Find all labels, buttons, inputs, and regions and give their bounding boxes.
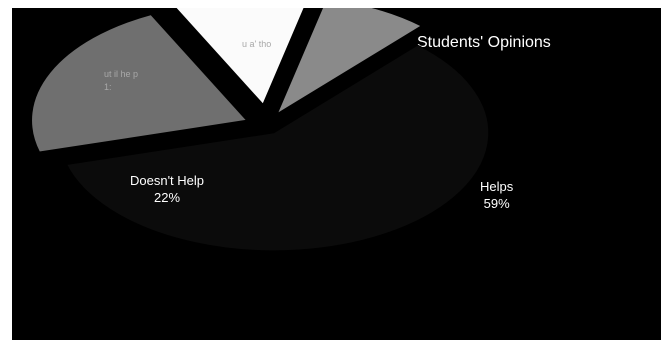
pie-chart [31, 8, 490, 252]
slice-label-doesnt-help-percent: 22% [154, 190, 181, 205]
slice-label-helps-name: Helps [480, 179, 514, 194]
slice-label-faded-top-line: u a' tho [242, 39, 272, 49]
slice-label-faded-left: ut il he p 1: [104, 68, 138, 94]
slice-label-helps: Helps 59% [480, 178, 513, 212]
chart-title: Students' Opinions [417, 34, 551, 51]
pie-slice-white [175, 8, 305, 106]
slice-label-doesnt-help-name: Doesn't Help [130, 173, 205, 188]
slice-label-faded-left-line-1: ut il he p [104, 69, 139, 79]
slice-label-helps-percent: 59% [483, 196, 510, 211]
slice-label-faded-left-line-2: 1: [104, 82, 112, 92]
slice-label-doesnt-help: Doesn't Help 22% [130, 172, 204, 206]
pie-slice-doesnt-help [31, 14, 248, 153]
pie-slice-gray [276, 8, 423, 115]
slice-label-faded-top: u a' tho [242, 38, 271, 51]
pie-slice-helps [65, 44, 490, 252]
chart-slide: Students' Opinions Helps 59% Doesn't Hel… [12, 8, 661, 340]
